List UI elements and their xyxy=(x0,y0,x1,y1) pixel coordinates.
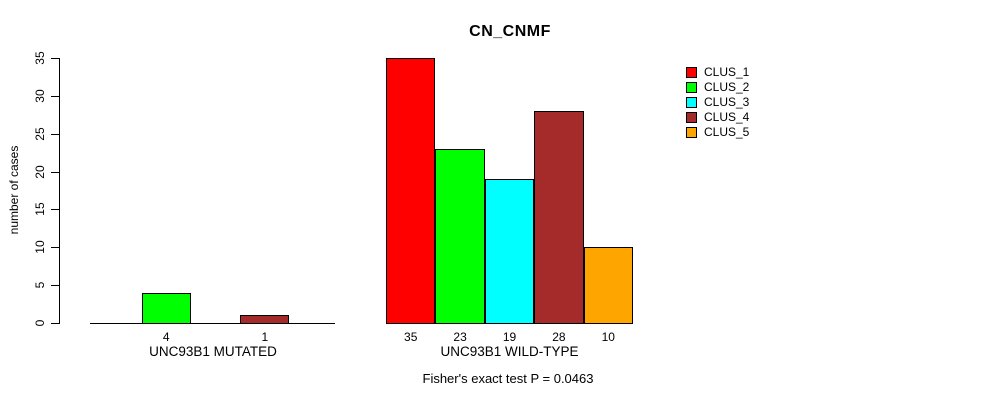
bar-value-label: 23 xyxy=(453,330,467,344)
bar-value-label: 4 xyxy=(162,330,170,344)
bar-value-label: 28 xyxy=(552,330,566,344)
group-label: UNC93B1 MUTATED xyxy=(149,344,277,359)
y-axis-tick-label: 0 xyxy=(33,319,47,327)
legend-label: CLUS_1 xyxy=(704,65,750,79)
y-axis-tick-label: 5 xyxy=(33,281,47,289)
legend: CLUS_1 CLUS_2 CLUS_3 CLUS_4 CLUS_5 xyxy=(686,65,749,140)
legend-item-clus_3: CLUS_3 xyxy=(686,95,749,110)
y-axis-tick xyxy=(51,323,59,324)
legend-item-clus_1: CLUS_1 xyxy=(686,65,749,80)
y-axis-tick xyxy=(51,96,59,97)
bar-value-label: 10 xyxy=(601,330,615,344)
y-axis-tick xyxy=(51,209,59,210)
legend-swatch-clus_4 xyxy=(686,112,697,123)
chart-title: CN_CNMF xyxy=(469,23,551,40)
y-axis-tick xyxy=(51,247,59,248)
bar-clus_4 xyxy=(534,111,584,324)
legend-swatch-clus_2 xyxy=(686,82,697,93)
legend-label: CLUS_4 xyxy=(704,110,750,124)
bar-clus_2 xyxy=(435,149,485,324)
bar-value-label: 1 xyxy=(261,330,269,344)
y-axis-line xyxy=(59,58,60,324)
y-axis-tick xyxy=(51,134,59,135)
y-axis-tick-label: 35 xyxy=(33,51,47,65)
y-axis-tick xyxy=(51,172,59,173)
legend-label: CLUS_5 xyxy=(704,125,750,139)
legend-swatch-clus_3 xyxy=(686,97,697,108)
legend-item-clus_5: CLUS_5 xyxy=(686,125,749,140)
y-axis-tick-label: 10 xyxy=(33,240,47,254)
group-label: UNC93B1 WILD-TYPE xyxy=(440,344,579,359)
legend-item-clus_2: CLUS_2 xyxy=(686,80,749,95)
legend-item-clus_4: CLUS_4 xyxy=(686,110,749,125)
bar-clus_2 xyxy=(141,293,191,324)
bar-value-label: 35 xyxy=(404,330,418,344)
fisher-test-annotation: Fisher's exact test P = 0.0463 xyxy=(422,371,594,386)
y-axis-tick-label: 25 xyxy=(33,127,47,141)
y-axis-tick-label: 30 xyxy=(33,89,47,103)
y-axis-tick xyxy=(51,58,59,59)
bar-clus_5 xyxy=(583,247,633,324)
bar-value-label: 19 xyxy=(502,330,517,344)
y-axis-label: number of cases xyxy=(7,145,21,235)
y-axis-tick-label: 20 xyxy=(33,165,47,179)
x-axis-line xyxy=(90,323,335,324)
y-axis-tick xyxy=(51,285,59,286)
y-axis-tick-label: 15 xyxy=(33,202,47,216)
legend-label: CLUS_2 xyxy=(704,80,750,94)
bar-clus_1 xyxy=(386,58,436,324)
legend-swatch-clus_1 xyxy=(686,67,697,78)
legend-swatch-clus_5 xyxy=(686,127,697,138)
bar-clus_4 xyxy=(240,315,290,324)
bar-clus_3 xyxy=(484,179,535,324)
legend-label: CLUS_3 xyxy=(704,95,750,109)
